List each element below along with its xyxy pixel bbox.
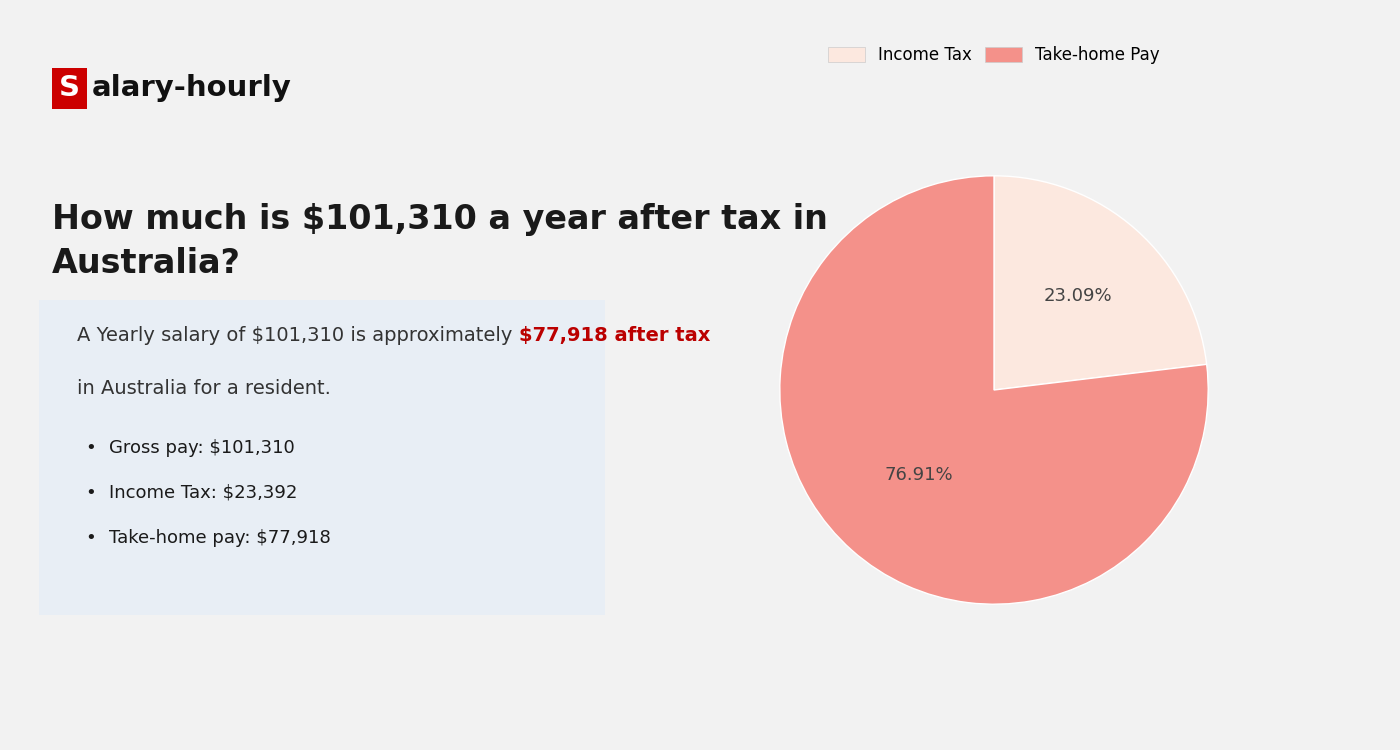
Text: alary-hourly: alary-hourly	[91, 74, 291, 102]
Text: 76.91%: 76.91%	[885, 466, 953, 484]
Text: •: •	[85, 439, 95, 457]
Wedge shape	[994, 176, 1207, 390]
Text: S: S	[59, 74, 80, 102]
FancyBboxPatch shape	[52, 68, 87, 109]
Text: •: •	[85, 484, 95, 502]
Text: How much is $101,310 a year after tax in
Australia?: How much is $101,310 a year after tax in…	[52, 202, 827, 280]
Text: Income Tax: $23,392: Income Tax: $23,392	[109, 484, 298, 502]
Legend: Income Tax, Take-home Pay: Income Tax, Take-home Pay	[822, 39, 1166, 70]
Text: •: •	[85, 529, 95, 547]
Text: Gross pay: $101,310: Gross pay: $101,310	[109, 439, 295, 457]
Text: in Australia for a resident.: in Australia for a resident.	[77, 379, 332, 398]
Text: 23.09%: 23.09%	[1043, 286, 1112, 304]
Text: $77,918 after tax: $77,918 after tax	[519, 326, 710, 345]
FancyBboxPatch shape	[39, 300, 605, 615]
Text: Take-home pay: $77,918: Take-home pay: $77,918	[109, 529, 332, 547]
Wedge shape	[780, 176, 1208, 604]
Text: A Yearly salary of $101,310 is approximately: A Yearly salary of $101,310 is approxima…	[77, 326, 519, 345]
